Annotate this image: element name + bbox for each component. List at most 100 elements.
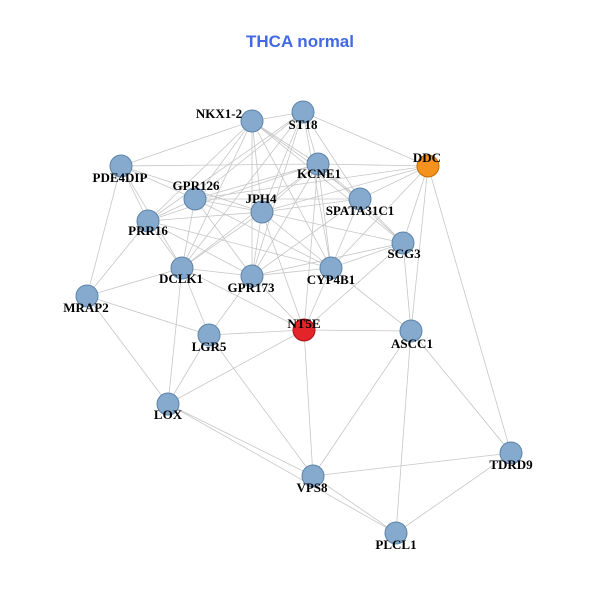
node-TDRD9: [499, 441, 523, 465]
edge-MRAP2-LOX: [86, 295, 169, 405]
edge-NKX1-2-JPH4: [251, 120, 263, 213]
edge-GPR126-DCLK1: [181, 198, 196, 269]
edge-GPR173-NT5E: [251, 275, 305, 331]
edge-KCNE1-PRR16: [147, 163, 319, 222]
node-label-MRAP2: MRAP2: [63, 300, 109, 315]
edge-ST18-DDC: [302, 111, 429, 167]
node-label-TDRD9: TDRD9: [489, 457, 533, 472]
edge-NT5E-LGR5: [208, 329, 305, 336]
edge-ST18-SPATA31C1: [302, 111, 361, 200]
edge-NKX1-2-SCG3: [251, 120, 404, 244]
edge-NKX1-2-SPATA31C1: [251, 120, 361, 200]
edge-DCLK1-MRAP2: [86, 267, 183, 297]
edge-DCLK1-LGR5: [181, 267, 210, 336]
node-label-LGR5: LGR5: [192, 339, 227, 354]
edge-GPR126-GPR173: [194, 198, 253, 277]
edge-DDC-CYP4B1: [330, 165, 429, 269]
edge-GPR126-CYP4B1: [194, 198, 332, 269]
edge-NT5E-ASCC1: [303, 329, 412, 332]
node-LOX: [156, 392, 180, 416]
edge-ST18-JPH4: [261, 111, 304, 213]
node-NKX1-2: [240, 109, 264, 133]
node-PDE4DIP: [109, 154, 133, 178]
node-ASCC1: [399, 319, 423, 343]
edge-DCLK1-LOX: [167, 267, 183, 405]
edge-NKX1-2-KCNE1: [251, 120, 319, 165]
edge-SCG3-CYP4B1: [330, 242, 404, 269]
edge-KCNE1-GPR126: [194, 163, 319, 200]
edge-DDC-GPR126: [194, 165, 429, 200]
edge-PDE4DIP-GPR126: [120, 165, 196, 200]
node-GPR126: [183, 187, 207, 211]
edge-LGR5-LOX: [167, 334, 210, 405]
node-label-CYP4B1: CYP4B1: [307, 272, 355, 287]
edge-PRR16-CYP4B1: [147, 220, 332, 269]
edge-GPR173-LGR5: [208, 275, 253, 336]
edge-ST18-GPR126: [194, 111, 304, 200]
edge-DCLK1-NT5E: [181, 267, 305, 331]
edge-KCNE1-JPH4: [261, 163, 319, 213]
edge-JPH4-SPATA31C1: [261, 198, 361, 213]
node-CYP4B1: [319, 256, 343, 280]
node-label-JPH4: JPH4: [245, 191, 277, 206]
edge-KCNE1-NT5E: [303, 163, 319, 331]
node-label-PDE4DIP: PDE4DIP: [93, 170, 148, 185]
node-PRR16: [136, 209, 160, 233]
node-label-ASCC1: ASCC1: [391, 336, 433, 351]
edge-TDRD9-VPS8: [312, 452, 512, 477]
node-label-LOX: LOX: [154, 407, 183, 422]
edge-ASCC1-PLCL1: [395, 330, 412, 534]
edge-ST18-DCLK1: [181, 111, 304, 269]
node-SPATA31C1: [348, 187, 372, 211]
edge-ST18-CYP4B1: [302, 111, 332, 269]
node-GPR173: [240, 264, 264, 288]
edge-GPR173-CYP4B1: [251, 267, 332, 277]
edge-ASCC1-VPS8: [312, 330, 412, 477]
edge-KCNE1-GPR173: [251, 163, 319, 277]
edge-DCLK1-GPR173: [181, 267, 253, 277]
edge-JPH4-CYP4B1: [261, 211, 332, 269]
edge-NT5E-VPS8: [303, 329, 314, 477]
edge-PRR16-GPR173: [147, 220, 253, 277]
edge-KCNE1-CYP4B1: [317, 163, 332, 269]
node-label-DCLK1: DCLK1: [159, 271, 203, 286]
node-label-DDC: DDC: [413, 150, 441, 165]
edge-ST18-PRR16: [147, 111, 304, 222]
edge-ASCC1-TDRD9: [410, 330, 512, 454]
edge-NT5E-LOX: [167, 329, 305, 405]
node-LGR5: [197, 323, 221, 347]
edge-NKX1-2-PRR16: [147, 120, 253, 222]
edges-layer: [86, 111, 512, 534]
edge-PRR16-MRAP2: [86, 220, 149, 297]
plot-title: THCA normal: [246, 32, 354, 51]
edge-PDE4DIP-MRAP2: [86, 165, 122, 297]
edge-NKX1-2-PDE4DIP: [120, 120, 253, 167]
node-SCG3: [391, 231, 415, 255]
node-label-VPS8: VPS8: [296, 480, 328, 495]
edge-JPH4-PRR16: [147, 211, 263, 222]
edge-SPATA31C1-GPR173: [251, 198, 361, 277]
node-ST18: [291, 100, 315, 124]
edge-SCG3-ASCC1: [402, 242, 412, 332]
edge-DDC-SCG3: [402, 165, 429, 244]
edge-LOX-PLCL1: [167, 403, 397, 534]
nodes-layer: [75, 100, 523, 545]
edge-LOX-VPS8: [167, 403, 314, 477]
edge-VPS8-PLCL1: [312, 475, 397, 534]
node-label-KCNE1: KCNE1: [297, 166, 341, 181]
edge-MRAP2-LGR5: [86, 295, 210, 336]
edge-CYP4B1-ASCC1: [330, 267, 412, 332]
node-label-NKX1-2: NKX1-2: [196, 106, 242, 121]
edge-SCG3-NT5E: [303, 242, 404, 331]
edge-DDC-ASCC1: [410, 165, 429, 332]
node-NT5E: [292, 318, 316, 342]
edge-DDC-KCNE1: [317, 163, 429, 167]
node-DDC: [416, 154, 440, 178]
edge-PDE4DIP-KCNE1: [120, 163, 319, 167]
edge-ST18-GPR173: [251, 111, 304, 277]
edge-SPATA31C1-CYP4B1: [330, 198, 361, 269]
node-label-SCG3: SCG3: [387, 246, 421, 261]
node-label-PLCL1: PLCL1: [375, 537, 416, 552]
